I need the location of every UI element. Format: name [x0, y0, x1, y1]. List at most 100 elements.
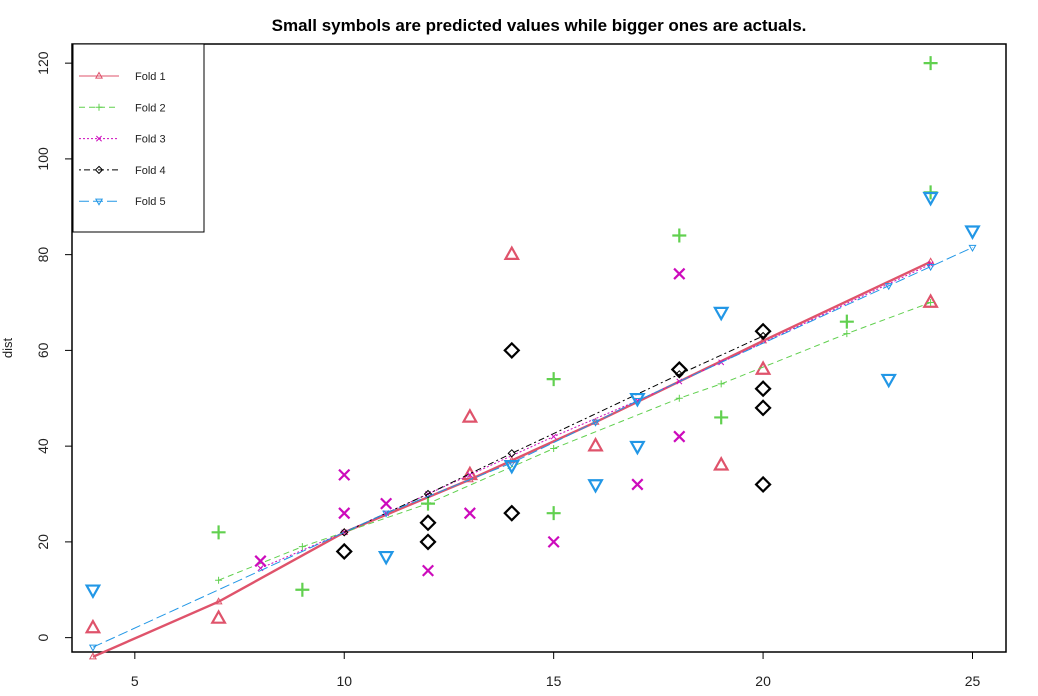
actual-point [338, 507, 351, 520]
actual-point [673, 430, 686, 443]
plot-border [71, 43, 1007, 653]
actual-point [335, 542, 353, 561]
actual-point [631, 478, 644, 491]
legend-symbol [94, 71, 104, 79]
actual-point [713, 306, 730, 322]
y-tick-label: 60 [35, 342, 51, 358]
legend-symbol [96, 135, 102, 142]
actual-point [670, 360, 688, 379]
predicted-point [340, 528, 349, 537]
actual-point [754, 475, 772, 493]
predicted-line [92, 247, 973, 648]
y-tick-label: 0 [35, 634, 51, 642]
actual-point [503, 504, 521, 522]
actual-point [546, 506, 561, 521]
predicted-point [214, 597, 223, 605]
legend-symbol [94, 165, 104, 175]
predicted-point [507, 449, 516, 458]
x-tick-label: 10 [336, 673, 352, 689]
y-tick-label: 20 [35, 534, 51, 550]
actual-point [546, 372, 561, 387]
predicted-point [843, 330, 851, 338]
actual-point [754, 399, 772, 417]
predicted-point [215, 576, 223, 584]
y-axis: 0 20 40 60 80 100 120 [35, 51, 72, 642]
predicted-point [591, 419, 600, 427]
x-axis: 5 10 15 20 25 [131, 652, 981, 689]
predicted-point [717, 380, 725, 388]
actual-point [629, 392, 646, 408]
actual-point [421, 564, 435, 577]
actual-point [880, 373, 897, 389]
predicted-point [884, 283, 893, 291]
actual-point [463, 507, 476, 520]
predicted-point [88, 652, 97, 660]
actual-point [84, 584, 102, 600]
actual-point [587, 436, 604, 452]
predicted-point [423, 489, 433, 499]
actual-point [419, 533, 437, 551]
predicted-point [926, 264, 935, 272]
series-fold-1 [84, 245, 939, 660]
legend-label: Fold 5 [135, 196, 166, 208]
predicted-line [344, 335, 764, 533]
actual-point [629, 440, 646, 456]
predicted-line [92, 260, 932, 658]
actual-point [254, 555, 267, 568]
actual-point [673, 267, 686, 280]
actual-point [84, 618, 102, 634]
legend-label: Fold 2 [135, 102, 166, 114]
x-tick-label: 25 [965, 673, 981, 689]
series-fold-4 [335, 322, 772, 561]
legend-label: Fold 4 [135, 165, 166, 177]
actual-point [461, 408, 479, 423]
predicted-point [676, 378, 683, 385]
y-tick-label: 100 [35, 147, 51, 171]
y-tick-label: 40 [35, 438, 51, 454]
actual-point [587, 479, 604, 494]
actual-point [922, 293, 939, 308]
actual-point [503, 341, 521, 359]
legend-symbol [94, 198, 104, 206]
actual-point [210, 609, 227, 624]
actual-point [211, 525, 226, 540]
predicted-point [968, 244, 977, 252]
actual-point [754, 360, 772, 375]
x-tick-label: 15 [546, 673, 562, 689]
legend: Fold 1 Fold 2 Fold 3 Fold 4 Fold 5 [72, 43, 205, 233]
actual-point [714, 410, 729, 425]
legend-label: Fold 3 [135, 134, 166, 146]
actual-point [295, 582, 310, 597]
chart-title: Small symbols are predicted values while… [272, 16, 807, 35]
y-tick-label: 80 [35, 247, 51, 263]
predicted-point [927, 299, 935, 307]
actual-point [503, 459, 520, 475]
actual-point [923, 56, 938, 71]
actual-point [839, 314, 854, 329]
predicted-point [88, 644, 97, 652]
actual-point [419, 514, 437, 532]
x-tick-label: 5 [131, 673, 139, 689]
actual-point [377, 550, 395, 566]
predicted-point [382, 510, 391, 518]
actual-point [421, 496, 436, 511]
y-axis-label: dist [0, 337, 15, 358]
predicted-line [218, 302, 931, 581]
actual-point [380, 497, 393, 510]
actual-point [964, 225, 981, 240]
legend-label: Fold 1 [135, 71, 166, 83]
legend-symbol [95, 103, 103, 111]
actual-point [338, 468, 351, 481]
series-fold-2 [211, 56, 938, 597]
actual-point [503, 245, 520, 260]
actual-point [922, 191, 939, 207]
legend-box [72, 43, 205, 233]
predicted-point [298, 543, 306, 551]
y-tick-label: 120 [35, 51, 51, 75]
actual-point [547, 535, 560, 548]
series-fold-5 [84, 191, 981, 652]
series-layer [84, 56, 981, 660]
actual-point [713, 456, 730, 471]
predicted-point [675, 394, 683, 402]
